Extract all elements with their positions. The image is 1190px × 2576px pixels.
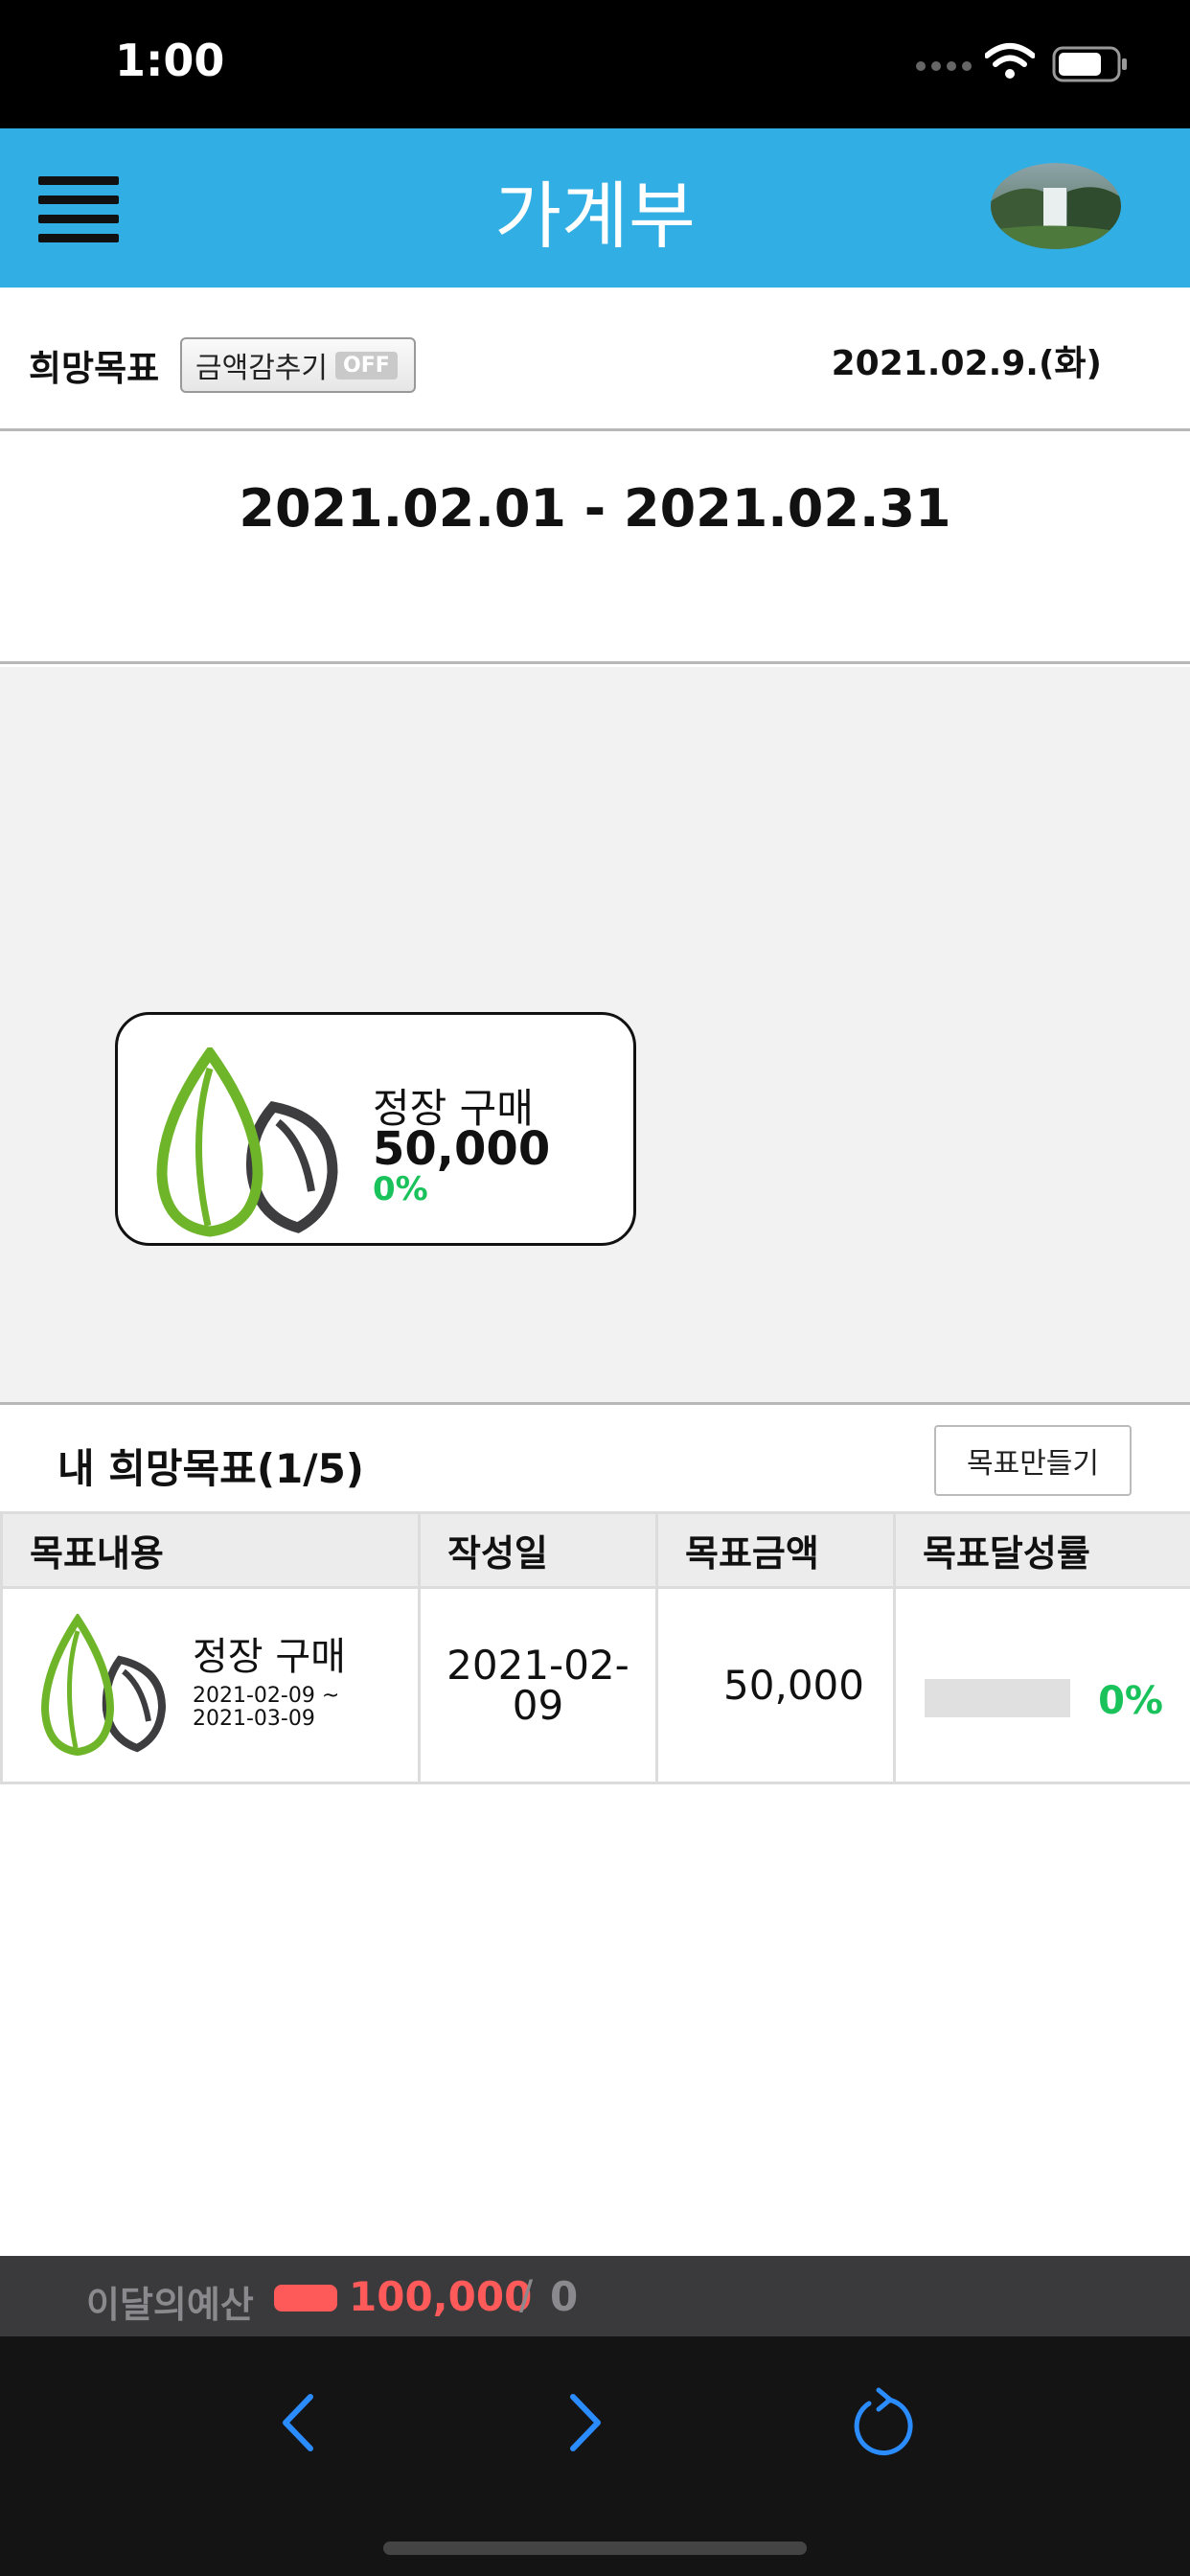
budget-amount: 100,000 (349, 2273, 533, 2320)
goal-content-cell[interactable]: 정장 구매 2021-02-09 ~ 2021-03-09 (0, 1586, 421, 1784)
app-header: 가계부 (0, 128, 1190, 288)
progress-percent: 0% (1098, 1678, 1163, 1723)
period-section: 2021.02.01 - 2021.02.31 (0, 434, 1190, 664)
forward-button[interactable] (537, 2375, 632, 2471)
wifi-icon (985, 43, 1035, 79)
bottom-toolbar (0, 2336, 1190, 2576)
goal-range-start: 2021-02-09 ~ (193, 1683, 340, 1708)
goal-card-percent: 0% (373, 1170, 428, 1208)
chevron-right-icon (570, 2394, 601, 2451)
table-header-row: 목표내용 작성일 목표금액 목표달성률 (0, 1511, 1190, 1589)
goal-list-title: 내 희망목표(1/5) (57, 1445, 365, 1492)
seed-icon (129, 1044, 340, 1239)
battery-icon (1052, 46, 1127, 82)
column-header-progress[interactable]: 목표달성률 (893, 1511, 1190, 1589)
budget-indicator (274, 2285, 337, 2312)
period-range: 2021.02.01 - 2021.02.31 (239, 478, 951, 539)
goal-canvas: 정장 구매 50,000 0% (0, 667, 1190, 1405)
column-header-created[interactable]: 작성일 (418, 1511, 658, 1589)
goal-bar: 희망목표 금액감추기 OFF 2021.02.9.(화) (0, 288, 1190, 431)
budget-spent: 0 (550, 2273, 579, 2320)
progress-bar (925, 1678, 1070, 1717)
refresh-icon (854, 2387, 913, 2456)
status-time: 1:00 (115, 34, 225, 86)
seed-icon (40, 1613, 167, 1756)
goal-list-header: 내 희망목표(1/5) 목표만들기 (0, 1408, 1190, 1511)
goal-card-name: 정장 구매 (373, 1085, 534, 1132)
avatar[interactable] (991, 163, 1121, 249)
budget-label: 이달의예산 (86, 2284, 254, 2326)
hide-amount-toggle[interactable]: 금액감추기 OFF (180, 337, 416, 393)
table-row[interactable]: 정장 구매 2021-02-09 ~ 2021-03-09 2021-02- 0… (0, 1586, 1190, 1784)
goal-range-end: 2021-03-09 (193, 1706, 315, 1731)
create-goal-button[interactable]: 목표만들기 (934, 1425, 1132, 1496)
hide-amount-label: 금액감추기 (195, 352, 328, 385)
today-date: 2021.02.9.(화) (831, 344, 1102, 383)
goal-name: 정장 구매 (193, 1634, 346, 1679)
goal-created-cell: 2021-02- 09 (418, 1586, 658, 1784)
goal-amount: 50,000 (655, 1586, 896, 1784)
cellular-signal-icon (916, 61, 972, 71)
chevron-left-icon (283, 2394, 313, 2451)
goal-created-line1: 2021-02- (446, 1641, 629, 1689)
goal-table: 목표내용 작성일 목표금액 목표달성률 정장 구매 2021-02-09 ~ (0, 1511, 1190, 1784)
column-header-amount[interactable]: 목표금액 (655, 1511, 896, 1589)
back-button[interactable] (251, 2375, 347, 2471)
page-title: 가계부 (494, 173, 696, 259)
goal-label: 희망목표 (29, 348, 160, 389)
refresh-button[interactable] (835, 2375, 931, 2471)
budget-bar: 이달의예산 100,000 / 0 (0, 2256, 1190, 2336)
menu-icon[interactable] (38, 176, 121, 245)
toggle-state-badge: OFF (335, 351, 398, 380)
column-header-content[interactable]: 목표내용 (0, 1511, 421, 1589)
goal-created-line2: 09 (512, 1681, 564, 1729)
goal-progress-cell: 0% (893, 1586, 1190, 1784)
goal-date-range: 2021-02-09 ~ 2021-03-09 (193, 1683, 340, 1731)
home-indicator[interactable] (383, 2542, 807, 2555)
goal-card[interactable]: 정장 구매 50,000 0% (115, 1012, 636, 1246)
status-bar: 1:00 (0, 0, 1190, 128)
goal-card-amount: 50,000 (373, 1122, 551, 1176)
budget-separator: / (519, 2271, 534, 2318)
